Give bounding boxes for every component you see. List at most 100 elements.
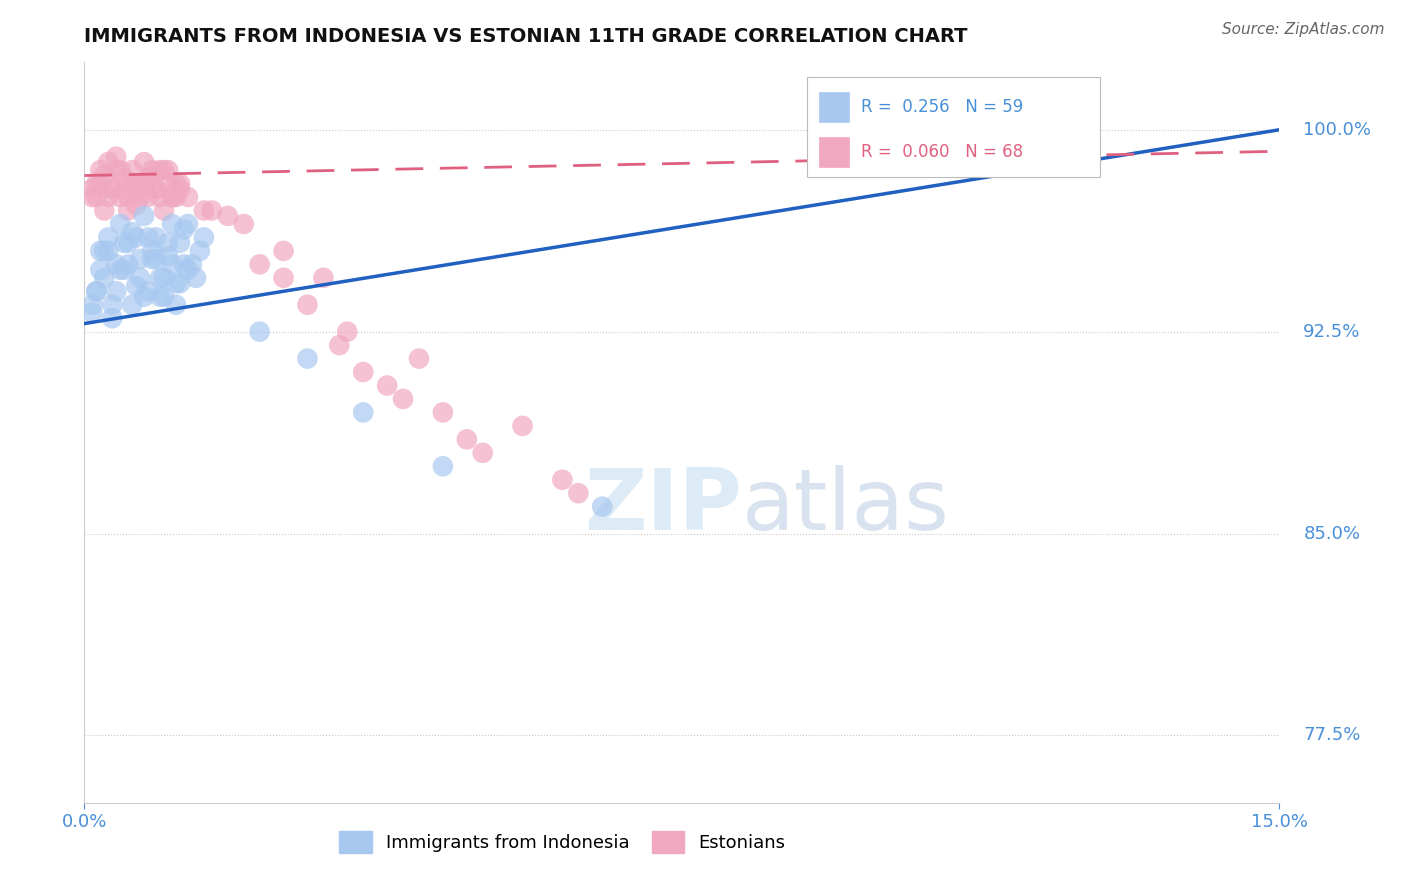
Point <box>132 290 156 304</box>
Point <box>136 171 159 186</box>
Point <box>375 378 398 392</box>
Point <box>591 500 613 514</box>
Point <box>352 365 374 379</box>
Point <box>93 244 115 258</box>
Point <box>157 163 180 178</box>
Text: ZIP: ZIP <box>583 465 742 549</box>
Point <box>112 262 135 277</box>
Point <box>110 262 132 277</box>
Point <box>352 405 374 419</box>
Point <box>105 150 128 164</box>
Point <box>169 276 191 290</box>
Point <box>132 182 156 196</box>
Point <box>157 235 180 250</box>
Point <box>193 203 215 218</box>
Point <box>392 392 415 406</box>
Point <box>149 190 172 204</box>
Text: atlas: atlas <box>742 465 949 549</box>
Point <box>173 257 195 271</box>
Point <box>249 325 271 339</box>
Bar <box>820 93 849 122</box>
Point <box>89 163 111 178</box>
Point <box>432 459 454 474</box>
Point <box>149 290 172 304</box>
Point <box>105 257 128 271</box>
Point <box>160 190 183 204</box>
Point <box>551 473 574 487</box>
Point <box>82 190 104 204</box>
Point <box>125 230 148 244</box>
Point <box>512 418 534 433</box>
Text: 77.5%: 77.5% <box>1303 726 1361 745</box>
Text: 85.0%: 85.0% <box>1303 524 1361 542</box>
Point <box>141 252 163 266</box>
Point <box>110 217 132 231</box>
Point <box>121 177 143 191</box>
Point <box>101 182 124 196</box>
Point <box>169 177 191 191</box>
Point <box>97 190 120 204</box>
Point <box>117 257 139 271</box>
Point <box>101 182 124 196</box>
Point <box>117 190 139 204</box>
Point <box>336 325 359 339</box>
Point <box>89 244 111 258</box>
Point <box>249 257 271 271</box>
Point <box>136 230 159 244</box>
Point <box>153 163 176 178</box>
Point <box>129 190 152 204</box>
Point <box>177 217 200 231</box>
Point <box>145 252 167 266</box>
Point <box>567 486 589 500</box>
Point <box>97 244 120 258</box>
Point <box>273 244 295 258</box>
Point <box>165 177 187 191</box>
Point <box>160 217 183 231</box>
Point <box>97 155 120 169</box>
Point <box>136 190 159 204</box>
Point <box>86 177 108 191</box>
Point <box>173 222 195 236</box>
Point <box>408 351 430 366</box>
Point <box>89 262 111 277</box>
Text: R =  0.060   N = 68: R = 0.060 N = 68 <box>862 144 1024 161</box>
Point <box>456 433 478 447</box>
Point <box>129 177 152 191</box>
Text: 92.5%: 92.5% <box>1303 323 1361 341</box>
Point <box>432 405 454 419</box>
Point <box>117 203 139 218</box>
Point <box>188 244 211 258</box>
Text: R =  0.256   N = 59: R = 0.256 N = 59 <box>862 98 1024 116</box>
Point <box>129 270 152 285</box>
Point <box>112 235 135 250</box>
Point <box>153 290 176 304</box>
Point <box>232 217 254 231</box>
Legend: Immigrants from Indonesia, Estonians: Immigrants from Indonesia, Estonians <box>332 824 793 861</box>
Point <box>82 182 104 196</box>
Point <box>328 338 350 352</box>
Text: 100.0%: 100.0% <box>1303 120 1371 139</box>
Bar <box>820 137 849 167</box>
Point <box>217 209 239 223</box>
Point <box>132 209 156 223</box>
Point <box>101 298 124 312</box>
Point <box>93 169 115 183</box>
Point <box>160 257 183 271</box>
Point <box>117 235 139 250</box>
Point <box>105 163 128 178</box>
FancyBboxPatch shape <box>807 78 1101 178</box>
Point <box>82 306 104 320</box>
Point <box>97 230 120 244</box>
Point <box>112 171 135 186</box>
Point <box>153 270 176 285</box>
Point <box>297 298 319 312</box>
Point <box>145 182 167 196</box>
Point <box>201 203 224 218</box>
Point <box>145 182 167 196</box>
Point <box>141 169 163 183</box>
Point <box>93 270 115 285</box>
Point <box>125 198 148 212</box>
Point <box>136 285 159 299</box>
Point <box>121 163 143 178</box>
Point <box>82 298 104 312</box>
